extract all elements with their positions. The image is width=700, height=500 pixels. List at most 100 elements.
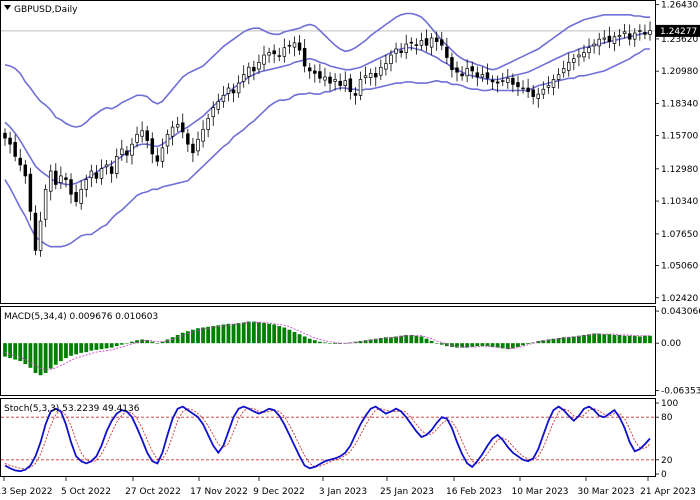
macd-histogram-bar	[648, 335, 652, 344]
macd-histogram-bar	[409, 334, 414, 344]
macd-histogram-bar	[236, 323, 241, 344]
macd-y-tick: 0.043066	[661, 307, 700, 317]
macd-histogram-bar	[58, 343, 63, 362]
macd-histogram-bar	[348, 342, 353, 344]
price-candle	[175, 116, 180, 132]
candle-body	[384, 63, 388, 70]
macd-histogram-bar	[99, 343, 104, 350]
macd-histogram-bar	[312, 340, 317, 344]
price-candle	[353, 87, 358, 105]
candle-body	[333, 79, 337, 82]
candle-body	[145, 130, 149, 141]
macd-histogram-bar	[302, 336, 307, 344]
collapse-arrow-icon[interactable]	[4, 5, 11, 10]
candle-body	[343, 80, 348, 86]
price-candle	[602, 30, 607, 45]
macd-histogram-bar	[485, 343, 490, 347]
macd-histogram-bar	[33, 343, 38, 373]
price-candle	[226, 83, 231, 102]
macd-histogram-bar	[226, 323, 231, 344]
price-candle	[643, 24, 647, 40]
price-candle	[241, 65, 246, 88]
price-candle	[84, 174, 88, 198]
price-candle	[592, 39, 596, 54]
price-y-tick: 1.15700	[661, 132, 698, 142]
macd-histogram-bar	[8, 343, 12, 359]
macd-histogram-bar	[185, 331, 190, 344]
price-candle	[460, 66, 464, 81]
price-candle	[546, 76, 551, 94]
candle-body	[587, 47, 591, 53]
price-candle	[186, 128, 190, 152]
price-candle	[536, 87, 541, 108]
stoch-signal-line	[4, 407, 651, 470]
macd-histogram-bar	[292, 331, 297, 344]
price-candle	[465, 59, 469, 83]
price-candle	[338, 73, 342, 91]
candle-body	[379, 66, 383, 76]
candle-body	[450, 57, 454, 71]
macd-y-tick: -0.063534	[661, 387, 700, 397]
candle-body	[74, 192, 78, 202]
macd-histogram-bar	[317, 341, 322, 344]
stoch-y-tick: 0	[661, 470, 667, 480]
price-candle	[145, 125, 149, 149]
candle-body	[155, 155, 160, 162]
macd-histogram-bar	[64, 343, 68, 359]
candle-body	[211, 107, 215, 118]
candle-body	[257, 62, 261, 70]
candle-body	[475, 72, 480, 78]
candle-body	[33, 212, 38, 251]
macd-histogram-bar	[43, 343, 48, 373]
candle-body	[419, 40, 424, 46]
price-candle	[257, 54, 261, 74]
candle-body	[120, 148, 124, 155]
price-y-tick: 1.23620	[661, 35, 698, 45]
macd-histogram-bar	[460, 343, 464, 348]
candle-body	[241, 74, 246, 82]
price-candle	[429, 33, 434, 55]
price-candle	[272, 44, 276, 64]
candle-body	[252, 66, 256, 72]
candle-body	[328, 76, 332, 84]
candle-body	[424, 38, 429, 46]
price-candle	[140, 121, 144, 143]
macd-histogram-bar	[28, 343, 33, 368]
candle-body	[170, 126, 175, 137]
x-axis-label: 27 Oct 2022	[125, 487, 181, 497]
price-y-tick: 1.07650	[661, 230, 698, 240]
candle-body	[297, 42, 302, 51]
candle-body	[165, 134, 170, 147]
macd-histogram-bar	[561, 337, 566, 344]
price-candle	[247, 62, 251, 85]
macd-histogram-bar	[170, 337, 175, 344]
price-candle	[404, 34, 408, 59]
price-candle	[434, 31, 439, 51]
macd-histogram-bar	[389, 337, 393, 344]
candle-body	[160, 147, 165, 162]
price-candle	[221, 86, 226, 108]
middle-bollinger-band	[4, 32, 650, 186]
price-candle	[551, 74, 556, 96]
price-candle	[28, 167, 33, 221]
candle-body	[541, 88, 546, 95]
price-candle	[292, 36, 297, 57]
candle-body	[414, 44, 419, 46]
macd-y-tick: 0.00	[661, 339, 681, 349]
stoch-y-tick: 100	[661, 399, 678, 409]
price-candle	[69, 173, 73, 204]
candle-body	[506, 77, 510, 83]
price-candle	[531, 84, 535, 105]
lower-bollinger-band	[4, 48, 650, 248]
macd-histogram-bar	[622, 335, 627, 344]
price-candle	[236, 75, 241, 98]
price-candle	[54, 163, 58, 190]
price-candle	[99, 159, 104, 185]
macd-histogram-bar	[114, 343, 119, 347]
price-candle	[368, 68, 373, 86]
candle-body	[287, 44, 292, 47]
candle-body	[267, 52, 271, 56]
macd-histogram-bar	[363, 340, 368, 344]
macd-histogram-bar	[277, 326, 282, 344]
